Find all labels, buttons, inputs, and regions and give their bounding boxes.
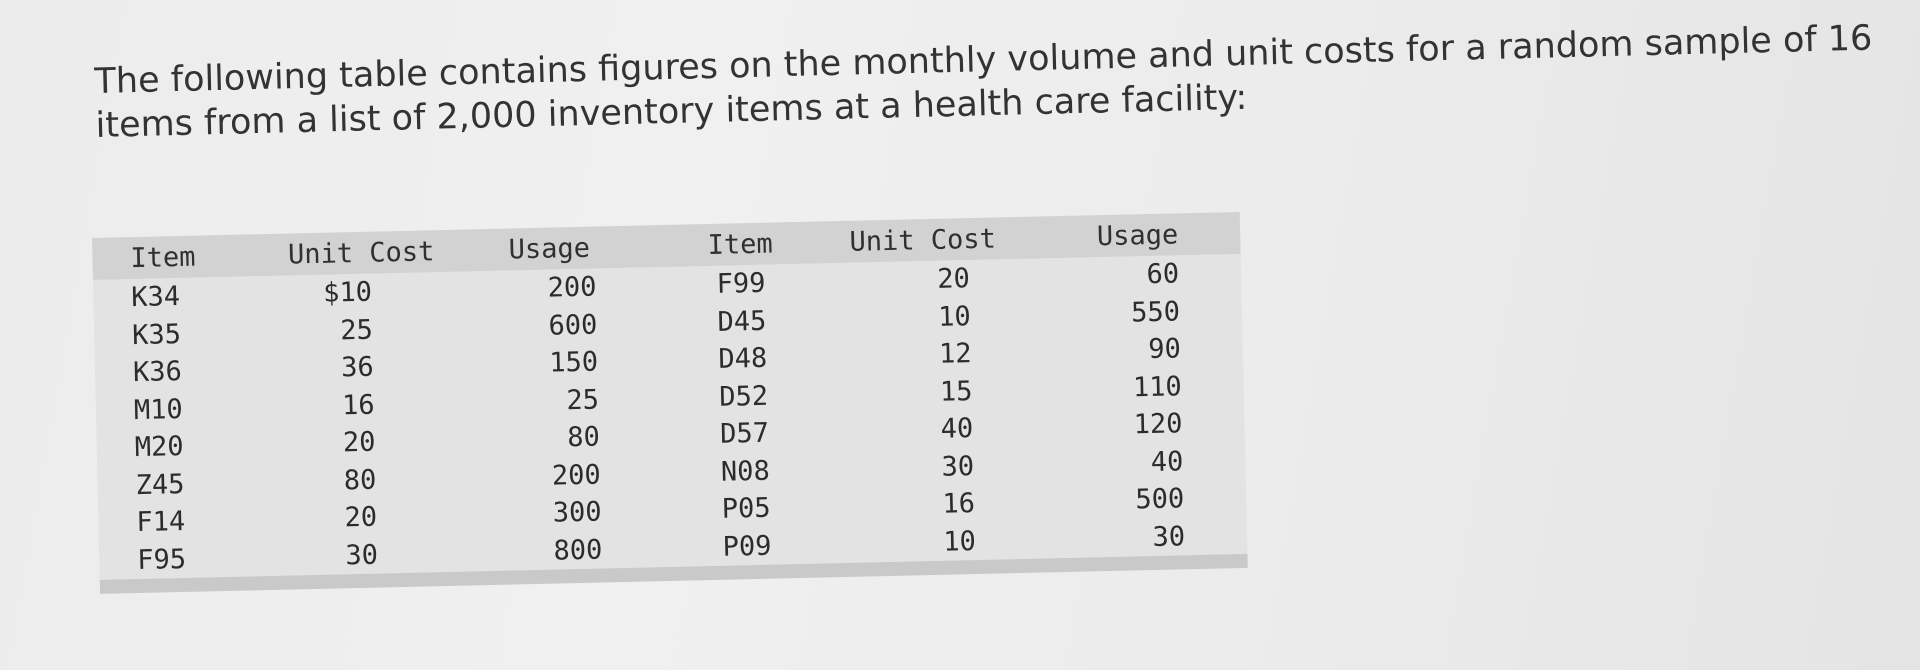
header-usage-1: Usage [508, 232, 591, 266]
cell-item: M20 [134, 431, 184, 464]
cell-usage: 25 [566, 384, 600, 417]
cell-item: P09 [722, 530, 772, 563]
cell-unit-cost: 40 [940, 413, 974, 446]
header-item-1: Item [130, 241, 196, 274]
cell-usage: 600 [548, 309, 598, 342]
cell-usage: 90 [1147, 333, 1182, 366]
cell-usage: 300 [552, 496, 602, 529]
cell-usage: 60 [1146, 258, 1180, 291]
cell-unit-cost: 10 [942, 525, 977, 558]
cell-item: D52 [718, 380, 769, 413]
cell-unit-cost: 30 [345, 539, 379, 572]
cell-usage: 30 [1152, 521, 1186, 553]
cell-unit-cost: 36 [340, 351, 375, 384]
cell-unit-cost: 15 [939, 375, 973, 408]
cell-item: Z45 [135, 468, 185, 501]
inventory-table: Item Unit Cost Usage Item Unit Cost Usag… [92, 212, 1247, 580]
cell-unit-cost: 20 [936, 263, 971, 296]
cell-usage: 150 [549, 346, 599, 379]
cell-usage: 200 [547, 271, 597, 304]
cell-usage: 200 [551, 459, 602, 492]
cell-item: D48 [718, 342, 768, 376]
cell-unit-cost: 25 [340, 314, 374, 347]
header-unit-cost-1: Unit Cost [287, 235, 435, 271]
cell-item: K36 [132, 356, 183, 389]
cell-unit-cost: 12 [938, 338, 972, 371]
cell-usage: 120 [1133, 408, 1183, 441]
cell-item: N08 [720, 455, 771, 488]
cell-unit-cost: 16 [942, 488, 976, 521]
cell-item: K34 [131, 281, 181, 314]
cell-item: F14 [136, 506, 186, 539]
cell-item: D57 [719, 417, 770, 451]
cell-usage: 550 [1130, 296, 1181, 329]
cell-unit-cost: 16 [341, 389, 375, 422]
cell-usage: 80 [566, 421, 601, 454]
cell-unit-cost: 80 [343, 464, 377, 497]
cell-item: F99 [716, 267, 766, 301]
cell-usage: 40 [1150, 446, 1184, 478]
cell-unit-cost: $10 [322, 276, 373, 310]
cell-unit-cost: 20 [344, 501, 378, 534]
header-usage-2: Usage [1096, 218, 1179, 252]
inventory-table-container: Item Unit Cost Usage Item Unit Cost Usag… [92, 211, 1248, 598]
cell-item: D45 [717, 305, 767, 338]
cell-item: M10 [133, 393, 184, 426]
cell-usage: 800 [553, 534, 603, 567]
header-unit-cost-2: Unit Cost [849, 222, 997, 258]
header-item-2: Item [707, 228, 774, 261]
cell-usage: 500 [1135, 483, 1185, 516]
cell-item: F95 [136, 543, 187, 576]
cell-unit-cost: 10 [937, 300, 972, 333]
cell-unit-cost: 20 [342, 426, 376, 459]
problem-statement: The following table contains figures on … [94, 16, 1916, 148]
cell-usage: 110 [1132, 371, 1183, 404]
cell-item: P05 [721, 492, 771, 526]
cell-unit-cost: 30 [941, 450, 975, 483]
cell-item: K35 [131, 318, 182, 351]
